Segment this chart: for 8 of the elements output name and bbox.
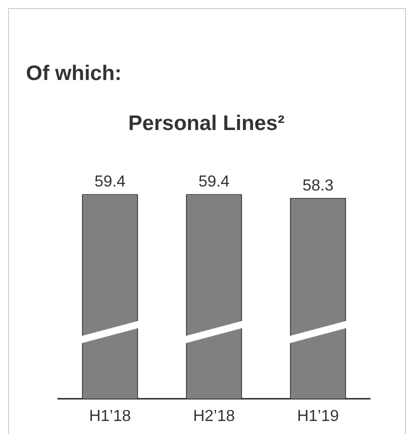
data-label: 58.3 (302, 177, 334, 194)
chart-subtitle: Personal Lines² (127, 112, 286, 136)
x-tick-label: H1’18 (89, 408, 131, 425)
x-tick-label: H2’18 (193, 408, 235, 425)
data-label: 59.4 (198, 173, 230, 190)
x-tick-label: H1’19 (297, 408, 339, 425)
chart-title: Of which: (26, 62, 122, 86)
data-label: 59.4 (94, 173, 126, 190)
